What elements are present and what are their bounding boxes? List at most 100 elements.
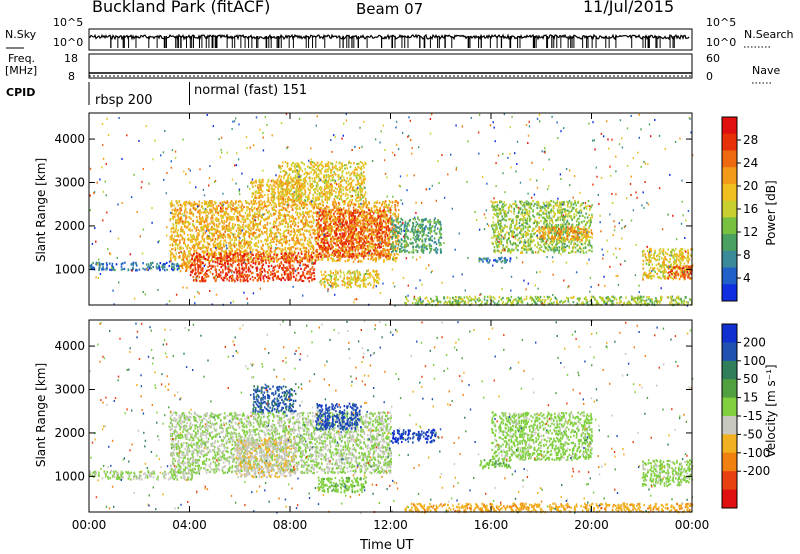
power-cell [291, 214, 294, 217]
power-cell [310, 276, 312, 279]
power-cell [189, 229, 191, 232]
power-cell [204, 273, 206, 277]
power-cell [313, 252, 315, 255]
power-cell [207, 203, 210, 206]
power-cell [182, 202, 185, 205]
power-cell [380, 242, 383, 245]
power-cell [156, 266, 159, 269]
power-cell [370, 236, 373, 239]
power-cell [208, 231, 211, 234]
power-cell [251, 203, 254, 206]
power-cell [350, 255, 352, 258]
power-cell [288, 246, 291, 249]
power-cell [243, 237, 246, 240]
nsearch-label: N.Search [744, 28, 794, 41]
power-cell [228, 203, 230, 206]
power-cell [274, 251, 277, 254]
power-cell [355, 232, 357, 235]
power-cell [244, 220, 246, 223]
power-cell [210, 208, 213, 211]
power-cell [348, 203, 351, 206]
power-cell [230, 207, 232, 210]
power-cell [114, 268, 116, 272]
power-cell [267, 180, 269, 184]
power-cell [267, 200, 270, 203]
power-cell [232, 262, 234, 265]
power-cell [385, 243, 387, 246]
power-cell [147, 268, 149, 272]
power-cell [237, 260, 240, 263]
power-cell [227, 268, 230, 271]
power-cell [286, 258, 289, 261]
power-cell [317, 238, 319, 241]
power-cell [313, 233, 316, 236]
power-cell [177, 235, 180, 238]
power-cell [356, 233, 358, 236]
power-cell [279, 265, 281, 268]
power-cell [375, 226, 378, 229]
power-cell [341, 218, 343, 221]
power-cell [396, 204, 399, 207]
power-cell [215, 229, 218, 232]
power-cell [295, 242, 298, 245]
power-cell [337, 205, 339, 208]
power-cell [296, 211, 299, 214]
power-cell [293, 194, 296, 197]
power-cell [293, 224, 296, 227]
power-cell [189, 233, 192, 236]
power-cell [248, 241, 251, 244]
power-cell [326, 201, 328, 204]
power-cell [186, 225, 189, 228]
power-cell [240, 239, 243, 243]
power-cell [367, 246, 369, 249]
power-cell [335, 208, 338, 211]
power-cell [176, 202, 178, 205]
power-cell [332, 209, 334, 212]
power-cell [351, 223, 353, 226]
power-cell [274, 234, 276, 237]
power-cell [352, 206, 355, 209]
power-cell [275, 256, 278, 259]
power-cell [318, 248, 321, 251]
power-cell [197, 245, 200, 248]
power-cell [389, 254, 392, 257]
power-cell [388, 240, 391, 243]
power-cell [339, 232, 341, 235]
power-cell [287, 254, 290, 257]
power-cell [335, 233, 338, 236]
power-cell [358, 241, 361, 244]
power-cell [302, 210, 304, 214]
power-cell [274, 265, 277, 268]
power-cell [243, 218, 246, 221]
power-cell [309, 273, 311, 276]
power-cell [198, 215, 201, 219]
power-cell [192, 269, 194, 272]
power-cell [345, 223, 348, 226]
power-cell [309, 268, 311, 271]
power-cell [333, 214, 335, 217]
power-cell [264, 202, 266, 205]
power-cell [190, 217, 192, 220]
power-cell [355, 218, 357, 221]
power-cell [217, 213, 220, 216]
power-cell [261, 261, 263, 264]
power-cell [252, 248, 254, 251]
power-cell [241, 203, 243, 206]
power-cell [185, 226, 188, 229]
power-cell [238, 248, 240, 251]
power-cell [376, 246, 379, 249]
power-cell [375, 235, 378, 238]
power-cell [225, 220, 228, 223]
power-cell [205, 214, 208, 217]
power-cell [180, 207, 182, 210]
nsky-tick-top: 10^5 [53, 16, 84, 29]
power-cell [322, 220, 325, 223]
power-cell [228, 253, 231, 256]
power-cell [333, 253, 335, 256]
power-cell [210, 210, 213, 213]
power-cell [242, 208, 244, 211]
power-cell [269, 235, 272, 238]
power-cell [195, 279, 198, 282]
power-cell [322, 257, 324, 260]
power-cell [287, 274, 289, 277]
